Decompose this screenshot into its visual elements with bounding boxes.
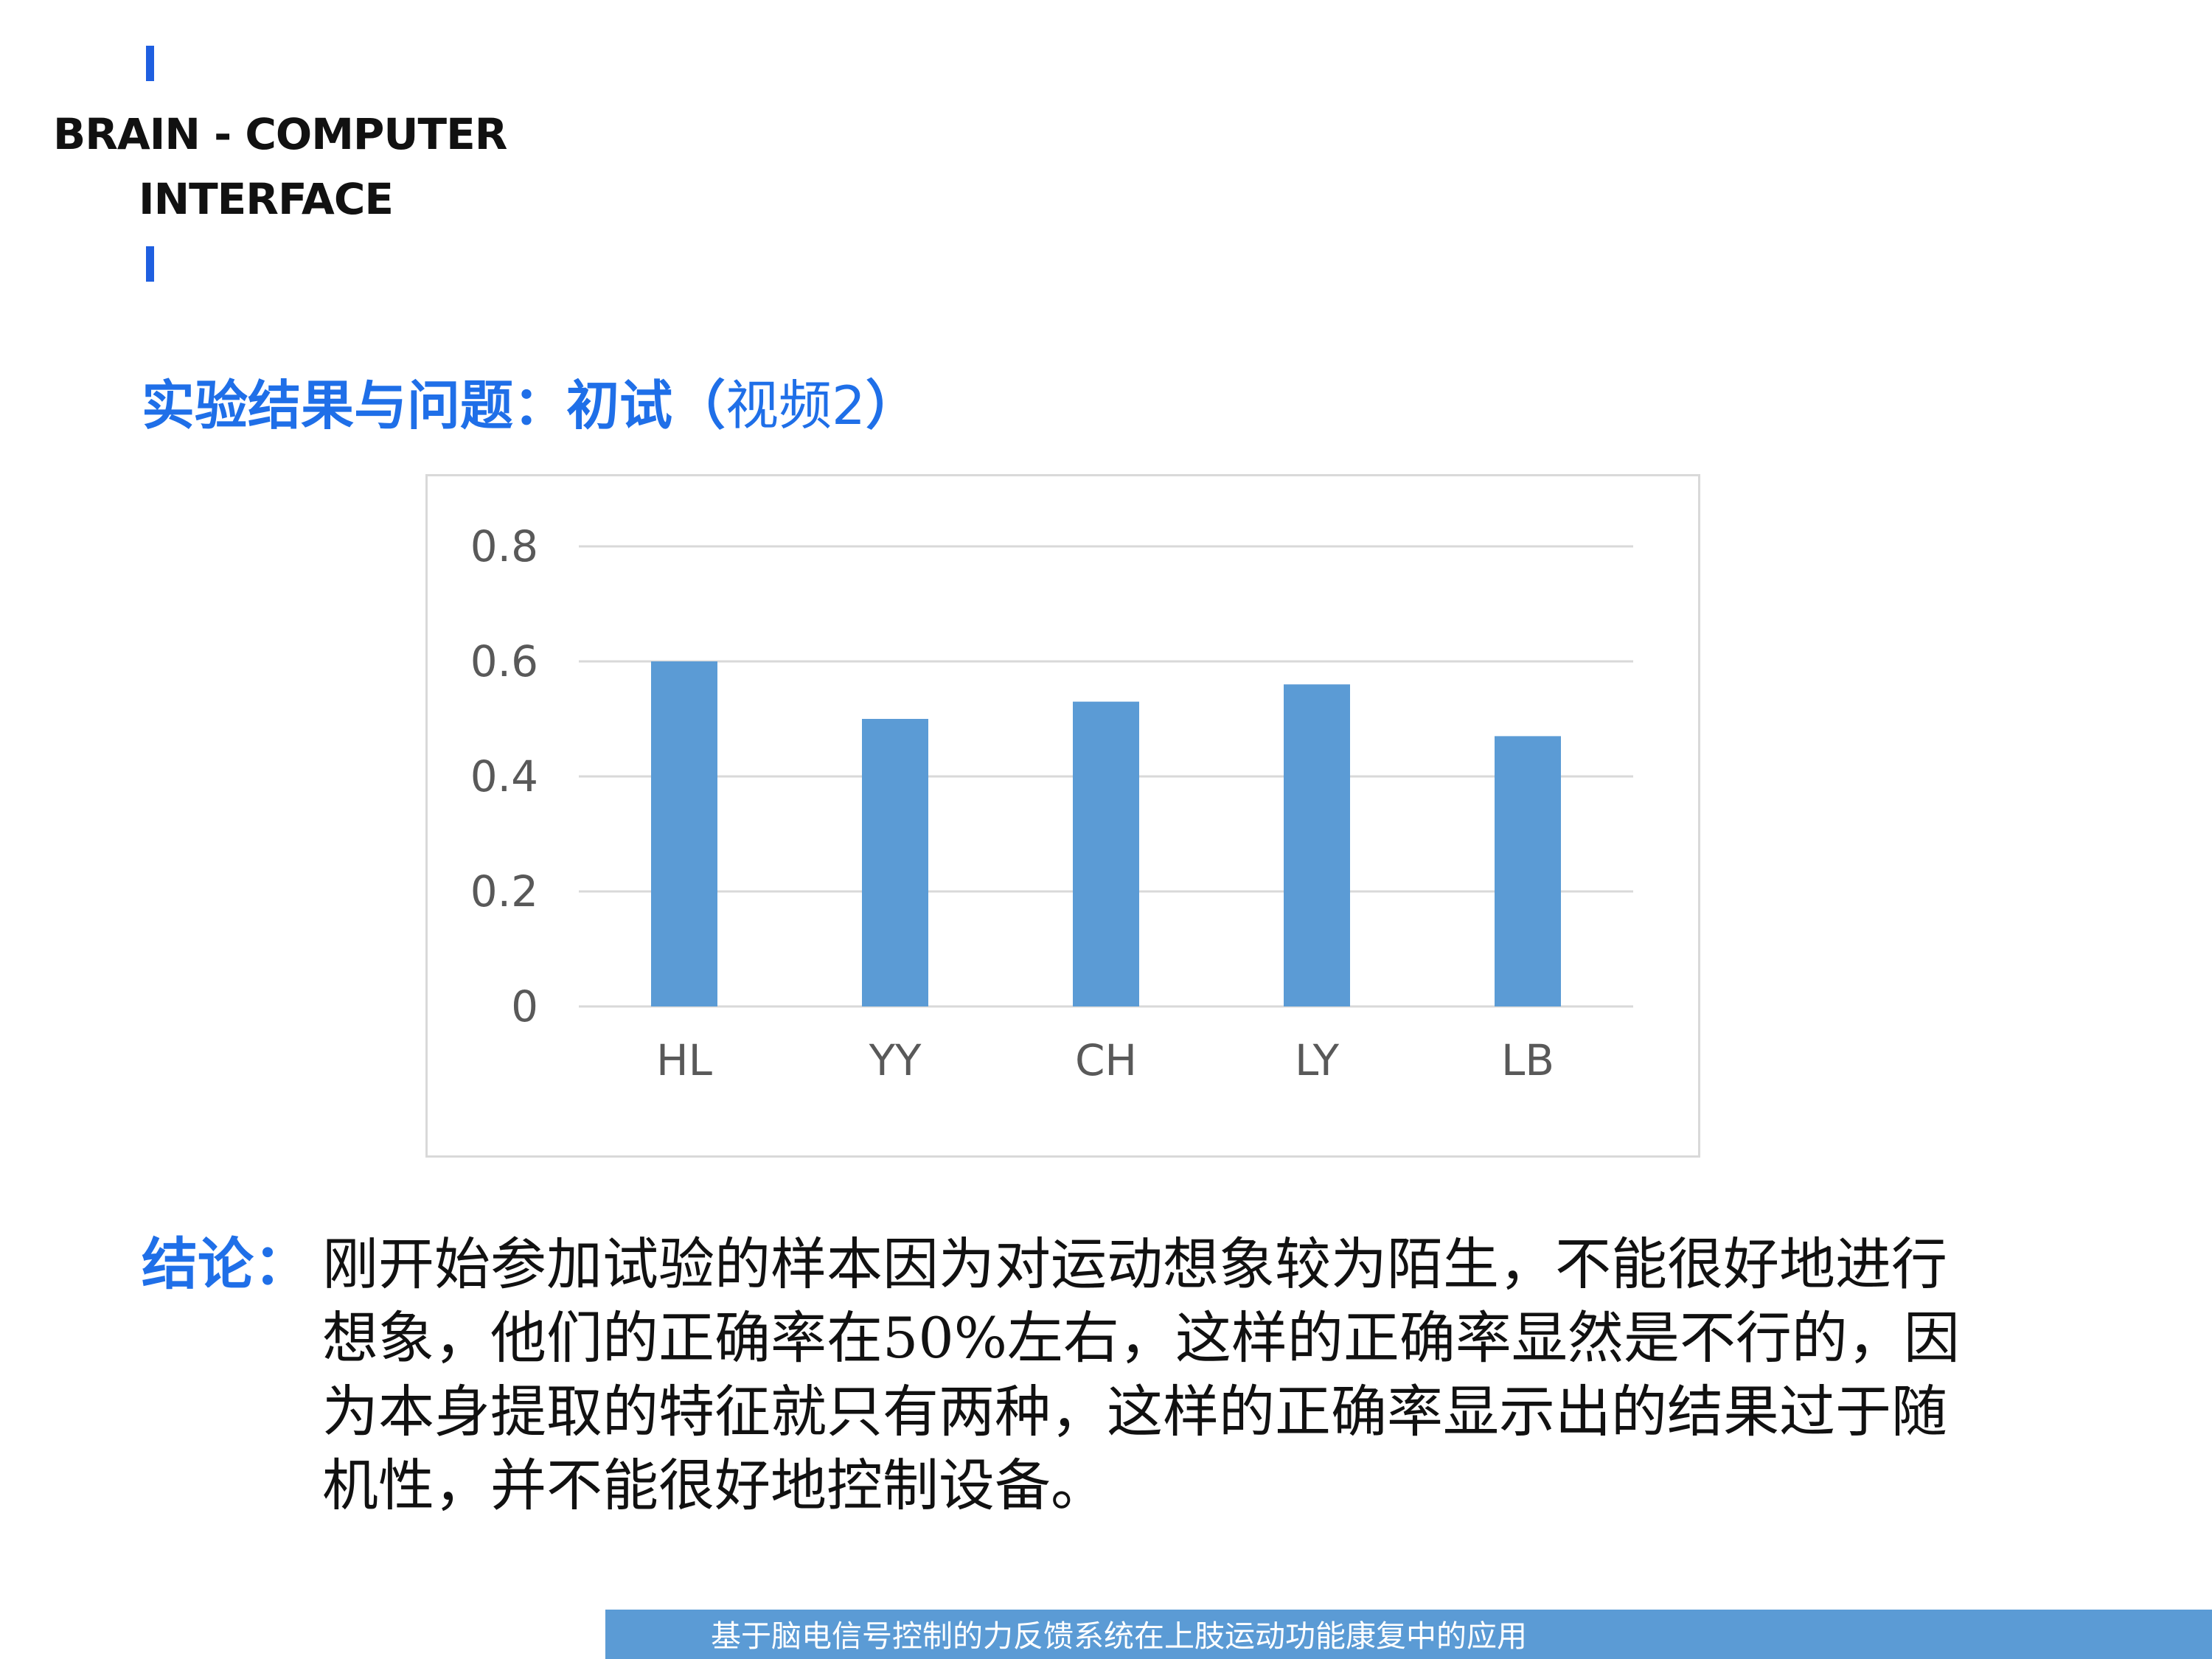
conclusion-line: 刚开始参加试验的样本因为对运动想象较为陌生，不能很好地进行 bbox=[322, 1231, 1947, 1297]
footer-bar: 基于脑电信号控制的力反馈系统在上肢运动功能康复中的应用 bbox=[605, 1610, 2212, 1659]
x-tick-label: CH bbox=[1075, 1035, 1137, 1085]
y-tick-label: 0.2 bbox=[470, 866, 538, 917]
conclusion-line: 机性，并不能很好地控制设备。 bbox=[322, 1453, 1107, 1518]
x-tick-label: LY bbox=[1295, 1035, 1340, 1085]
bar-ch bbox=[1073, 701, 1139, 1006]
footer-text: 基于脑电信号控制的力反馈系统在上肢运动功能康复中的应用 bbox=[711, 1618, 1527, 1654]
conclusion-text: 刚开始参加试验的样本因为对运动想象较为陌生，不能很好地进行 想象，他们的正确率在… bbox=[322, 1228, 2212, 1523]
y-tick-label: 0.6 bbox=[470, 636, 538, 686]
x-tick-label: HL bbox=[656, 1035, 712, 1085]
brand-line-2: INTERFACE bbox=[139, 174, 394, 224]
brand-line-1: BRAIN - COMPUTER bbox=[53, 109, 507, 159]
accent-bar-top bbox=[146, 46, 154, 81]
brand-title: BRAIN - COMPUTER INTERFACE bbox=[53, 102, 507, 232]
heading-close: ） bbox=[865, 375, 919, 437]
bar-chart: 0 0.2 0.4 0.6 0.8 HL YY CH LY LB bbox=[425, 474, 1700, 1158]
conclusion-line: 想象，他们的正确率在50%左右，这样的正确率显然是不行的，因 bbox=[322, 1305, 1960, 1371]
y-tick-label: 0.8 bbox=[470, 521, 538, 571]
bar-chart-svg: 0 0.2 0.4 0.6 0.8 HL YY CH LY LB bbox=[470, 521, 1633, 1085]
bar-hl bbox=[651, 661, 717, 1006]
heading-bold: 实验结果与问题：初试（ bbox=[142, 375, 726, 437]
y-tick-label: 0.4 bbox=[470, 751, 538, 801]
bar-ly bbox=[1284, 684, 1350, 1006]
section-heading: 实验结果与问题：初试（视频2） bbox=[142, 369, 919, 442]
y-tick-label: 0 bbox=[511, 981, 538, 1032]
accent-bar-bottom bbox=[146, 246, 154, 282]
conclusion-label: 结论： bbox=[142, 1231, 310, 1297]
conclusion-line: 为本身提取的特征就只有两种，这样的正确率显示出的结果过于随 bbox=[322, 1379, 1947, 1444]
heading-paren: 视频2 bbox=[726, 375, 866, 437]
x-tick-label: YY bbox=[869, 1035, 922, 1085]
bar-lb bbox=[1495, 736, 1561, 1006]
x-tick-label: LB bbox=[1501, 1035, 1554, 1085]
bar-yy bbox=[862, 719, 928, 1006]
